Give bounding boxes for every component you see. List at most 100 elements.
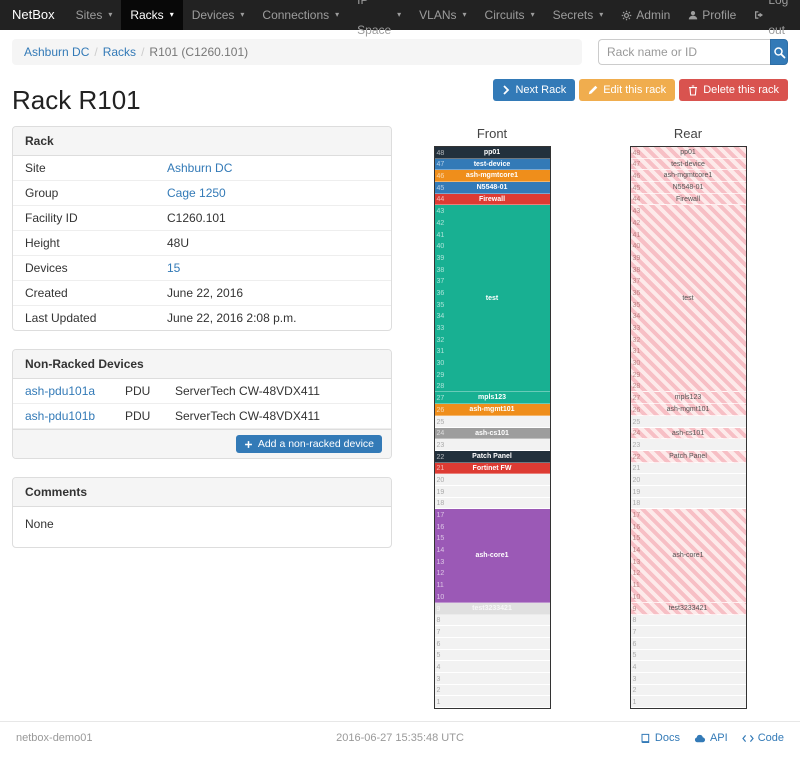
rack-device-mpls123[interactable]: mpls123: [630, 392, 746, 404]
group-link[interactable]: Cage 1250: [167, 186, 226, 200]
devices-link[interactable]: 15: [167, 261, 181, 275]
rack-device-label: test: [682, 294, 694, 302]
rack-panel: Rack Site Ashburn DC Group Cage 1250 Facilit…: [12, 126, 392, 331]
nav-item-admin[interactable]: Admin: [612, 0, 679, 30]
edit-rack-button[interactable]: Edit this rack: [579, 79, 676, 101]
rack-unit-empty: [630, 685, 746, 696]
attr-label-group: Group: [25, 186, 59, 200]
nonracked-rows: ash-pdu101a PDU ServerTech CW-48VDX411 ash-…: [13, 379, 391, 429]
page-title: Rack R101: [12, 85, 141, 115]
rack-device-ash-cs101[interactable]: ash-cs101: [434, 428, 550, 439]
rack-elevation-front: Front pp01 test-device ash-mgmtcore1 N5548-0…: [433, 126, 551, 709]
attr-value-group: Cage 1250: [161, 181, 391, 205]
device-model: ServerTech CW-48VDX411: [175, 384, 320, 398]
nav-item-profile[interactable]: Profile: [679, 0, 745, 30]
caret-down-icon: ▾: [599, 10, 604, 19]
rack-attr-row: Last Updated June 22, 2016 2:08 p.m.: [13, 306, 391, 330]
rack-device-ash-core1[interactable]: ash-core1: [630, 509, 746, 603]
trash-icon: [688, 84, 698, 96]
search-button[interactable]: [770, 39, 788, 65]
rack-device-ash-core1[interactable]: ash-core1: [434, 509, 550, 603]
rack-device-ash-cs101[interactable]: ash-cs101: [630, 428, 746, 439]
rack-device-ash-mgmt101[interactable]: ash-mgmt101: [630, 404, 746, 416]
delete-rack-label: Delete this rack: [703, 84, 779, 96]
rack-unit-empty: [630, 486, 746, 498]
footer-hostname: netbox-demo01: [16, 732, 93, 744]
nonracked-device-row: ash-pdu101b PDU ServerTech CW-48VDX411: [13, 404, 391, 429]
rack-elevations: Front pp01 test-device ash-mgmtcore1 N5548-0…: [392, 126, 788, 709]
brand[interactable]: NetBox: [12, 7, 55, 22]
rack-device-n5548-01[interactable]: N5548-01: [630, 182, 746, 194]
rack-device-test3233421[interactable]: test3233421: [434, 603, 550, 615]
rack-unit-empty: [434, 498, 550, 509]
cloud-icon: [694, 734, 706, 743]
rack-device-ash-mgmtcore1[interactable]: ash-mgmtcore1: [434, 170, 550, 182]
footer-link-code[interactable]: Code: [741, 732, 784, 744]
add-nonracked-device-button[interactable]: Add a non-racked device: [235, 435, 382, 453]
caret-down-icon: ▾: [397, 10, 402, 19]
rack-device-test3233421[interactable]: test3233421: [630, 603, 746, 615]
nav-item-sites[interactable]: Sites ▾: [67, 0, 122, 30]
navbar: NetBox Sites ▾ Racks ▾ Devices ▾ Connections ▾ I…: [0, 0, 800, 37]
delete-rack-button[interactable]: Delete this rack: [679, 79, 788, 101]
site-link[interactable]: Ashburn DC: [167, 161, 233, 175]
rack-device-ash-mgmtcore1[interactable]: ash-mgmtcore1: [630, 170, 746, 182]
rack-unit-empty: [630, 696, 746, 708]
rack-device-fortinet-fw[interactable]: Fortinet FW: [434, 463, 550, 474]
rack-unit-empty: [434, 474, 550, 486]
logout-icon: [754, 10, 764, 20]
rack-attr-row: Height 48U: [13, 231, 391, 256]
rack-device-test[interactable]: test: [630, 205, 746, 392]
attr-value-facility-id: C1260.101: [167, 211, 226, 225]
search-icon: [773, 46, 786, 59]
rack-device-ash-mgmt101[interactable]: ash-mgmt101: [434, 404, 550, 416]
rack-device-test[interactable]: test: [434, 205, 550, 392]
footer-link-docs[interactable]: Docs: [640, 732, 680, 744]
rack-elevation-rear: Rear pp01 test-device ash-mgmtcore1 N5548-01…: [629, 126, 747, 709]
nav-item-circuits[interactable]: Circuits ▾: [476, 0, 544, 30]
nonracked-panel-heading: Non-Racked Devices: [13, 350, 391, 379]
rack-device-patch-panel[interactable]: Patch Panel: [630, 451, 746, 463]
nonracked-device-link[interactable]: ash-pdu101b: [25, 409, 96, 423]
breadcrumb-row: Ashburn DC / Racks / R101 (C1260.101): [0, 30, 800, 71]
rack-device-label: test-device: [473, 160, 511, 168]
rack-unit-empty: [434, 673, 550, 685]
rack-device-label: ash-mgmtcore1: [663, 172, 713, 179]
nonracked-device-link[interactable]: ash-pdu101a: [25, 384, 96, 398]
left-column: Rack Site Ashburn DC Group Cage 1250 Facilit…: [12, 126, 392, 566]
nav-item-vlans[interactable]: VLANs ▾: [410, 0, 475, 30]
rack-device-patch-panel[interactable]: Patch Panel: [434, 451, 550, 463]
nav-item-connections[interactable]: Connections ▾: [253, 0, 348, 30]
nonracked-panel-footer: Add a non-racked device: [13, 429, 391, 458]
rack-panel-heading: Rack: [13, 127, 391, 156]
search-input[interactable]: [598, 39, 770, 65]
rack-device-test-device[interactable]: test-device: [434, 159, 550, 170]
rack-device-mpls123[interactable]: mpls123: [434, 392, 550, 404]
rack-device-n5548-01[interactable]: N5548-01: [434, 182, 550, 194]
next-rack-button[interactable]: Next Rack: [493, 79, 576, 101]
rack-attr-row: Created June 22, 2016: [13, 281, 391, 306]
navbar-menu: Sites ▾ Racks ▾ Devices ▾ Connections ▾ IP Space…: [67, 0, 613, 37]
rack-unit-empty: [434, 650, 550, 661]
attr-label-site: Site: [25, 161, 46, 175]
caret-down-icon: ▾: [335, 10, 340, 19]
nav-item-secrets[interactable]: Secrets ▾: [544, 0, 613, 30]
rack-device-firewall[interactable]: Firewall: [630, 194, 746, 205]
code-icon: [741, 734, 754, 743]
rack-unit-empty: [630, 463, 746, 474]
nav-item-racks[interactable]: Racks ▾: [121, 0, 183, 30]
breadcrumb-item-racks[interactable]: Racks: [102, 45, 137, 59]
next-rack-label: Next Rack: [515, 84, 567, 96]
rack-device-pp01[interactable]: pp01: [630, 147, 746, 159]
rack-device-test-device[interactable]: test-device: [630, 159, 746, 170]
rack-device-label: Firewall: [478, 195, 506, 203]
nav-item-devices[interactable]: Devices ▾: [183, 0, 254, 30]
nav-item-log-out[interactable]: Log out: [745, 0, 800, 37]
main-content: Rack Site Ashburn DC Group Cage 1250 Facilit…: [0, 118, 800, 709]
rack-device-pp01[interactable]: pp01: [434, 147, 550, 159]
footer-link-api[interactable]: API: [694, 732, 728, 744]
breadcrumb-item-ashburn-dc[interactable]: Ashburn DC: [24, 45, 90, 59]
nav-item-ip-space[interactable]: IP Space ▾: [357, 0, 402, 37]
rack-frame-rear: pp01 test-device ash-mgmtcore1 N5548-01 Fire…: [629, 146, 747, 709]
rack-device-firewall[interactable]: Firewall: [434, 194, 550, 205]
